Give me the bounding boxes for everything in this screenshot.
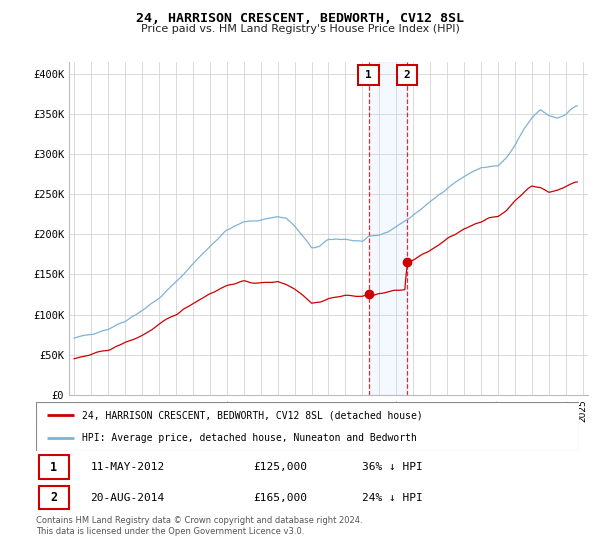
Text: 2: 2 [404,70,410,80]
Text: 20-AUG-2014: 20-AUG-2014 [91,493,164,503]
Text: £125,000: £125,000 [253,462,307,472]
Text: £165,000: £165,000 [253,493,307,503]
FancyBboxPatch shape [358,66,379,85]
Text: HPI: Average price, detached house, Nuneaton and Bedworth: HPI: Average price, detached house, Nune… [82,433,417,443]
Text: 24% ↓ HPI: 24% ↓ HPI [362,493,422,503]
FancyBboxPatch shape [36,402,579,451]
Text: Contains HM Land Registry data © Crown copyright and database right 2024.
This d: Contains HM Land Registry data © Crown c… [36,516,362,536]
Text: 24, HARRISON CRESCENT, BEDWORTH, CV12 8SL (detached house): 24, HARRISON CRESCENT, BEDWORTH, CV12 8S… [82,410,423,421]
Text: 2: 2 [50,491,57,504]
FancyBboxPatch shape [39,486,68,510]
Text: Price paid vs. HM Land Registry's House Price Index (HPI): Price paid vs. HM Land Registry's House … [140,24,460,34]
Text: 1: 1 [50,461,57,474]
Text: 11-MAY-2012: 11-MAY-2012 [91,462,164,472]
Bar [368,62,407,395]
Text: 24, HARRISON CRESCENT, BEDWORTH, CV12 8SL: 24, HARRISON CRESCENT, BEDWORTH, CV12 8S… [136,12,464,25]
Text: 1: 1 [365,70,372,80]
Text: 36% ↓ HPI: 36% ↓ HPI [362,462,422,472]
FancyBboxPatch shape [39,455,68,479]
FancyBboxPatch shape [397,66,418,85]
